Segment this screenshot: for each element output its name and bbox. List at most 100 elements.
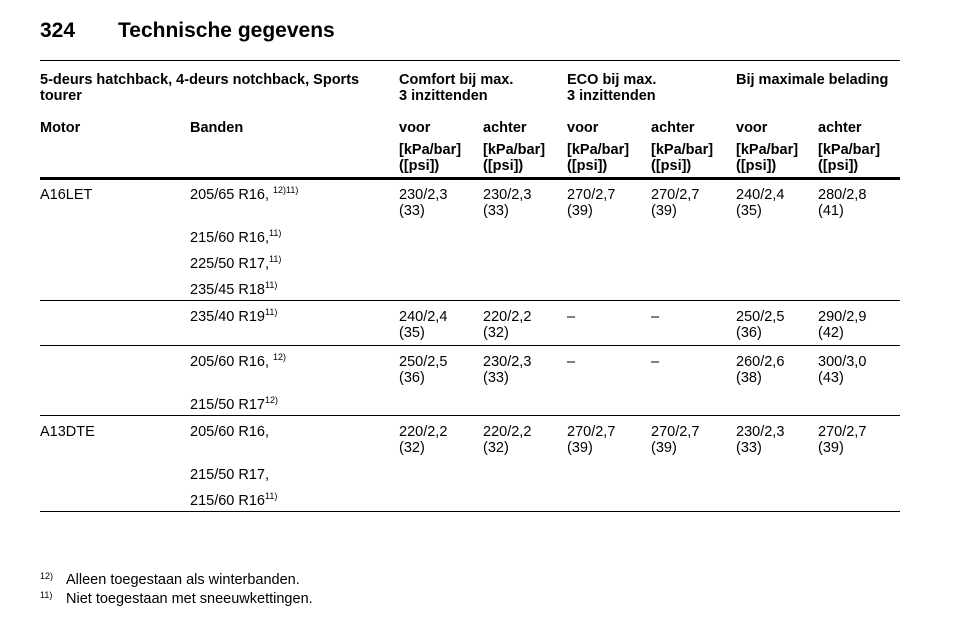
tire-size: 215/50 R17, — [190, 467, 269, 484]
footnote-text: Niet toegestaan met sneeuwkettingen. — [66, 591, 313, 607]
rule — [40, 415, 900, 417]
group-header: ECO bij max. — [567, 72, 657, 88]
group-header: Bij maximale belading — [736, 72, 889, 88]
pressure: (39) — [651, 439, 677, 456]
tire-size: 205/65 R16, 12)11) — [190, 184, 299, 204]
motor: A13DTE — [40, 423, 95, 440]
motor: A16LET — [40, 186, 93, 203]
unit-header: ([psi]) — [483, 158, 524, 174]
tire-size: 215/50 R1712) — [190, 394, 278, 414]
footnote-ref: 11) — [269, 227, 282, 238]
unit-header: ([psi]) — [736, 158, 777, 174]
column-header: achter — [483, 120, 527, 136]
pressure: 270/2,7 — [651, 423, 700, 440]
column-header: voor — [736, 120, 768, 136]
tire-size: 215/60 R16,11) — [190, 227, 282, 247]
pressure: 270/2,7 — [651, 186, 700, 203]
pressure: (43) — [818, 369, 844, 386]
footnote-ref: 12) — [273, 351, 287, 362]
pressure: (35) — [399, 324, 425, 341]
tire-size: 235/45 R1811) — [190, 279, 278, 299]
pressure: (33) — [483, 369, 509, 386]
footnote-ref: 11) — [264, 279, 278, 290]
tire-size: 205/60 R16, — [190, 424, 269, 441]
footnote-ref: 11) — [264, 306, 278, 317]
unit-header: ([psi]) — [399, 158, 440, 174]
pressure: 240/2,4 — [736, 186, 785, 203]
tire-size-text: 205/60 R16, — [190, 353, 274, 370]
pressure: (39) — [818, 439, 844, 456]
footnote-ref: 11) — [269, 253, 282, 264]
group-header: tourer — [40, 88, 82, 104]
unit-header: [kPa/bar] — [818, 142, 881, 158]
footnote-ref: 12)11) — [273, 184, 299, 195]
pressure: (32) — [399, 439, 425, 456]
unit-header: ([psi]) — [567, 158, 608, 174]
tire-size: 215/60 R1611) — [190, 490, 278, 510]
pressure: 230/2,3 — [483, 186, 532, 203]
pressure: 250/2,5 — [736, 308, 785, 325]
rule — [40, 300, 900, 302]
unit-header: [kPa/bar] — [399, 142, 462, 158]
tire-size-text: 215/50 R17 — [190, 396, 265, 413]
group-header: Comfort bij max. — [399, 72, 514, 88]
column-header: voor — [399, 120, 431, 136]
tire-size-text: 235/40 R19 — [190, 308, 265, 325]
tire-size-text: 215/50 R17, — [190, 466, 270, 483]
tire-size: 235/40 R1911) — [190, 306, 278, 326]
pressure: 270/2,7 — [567, 186, 616, 203]
pressure: 290/2,9 — [818, 308, 867, 325]
rule — [40, 511, 900, 513]
pressure: (33) — [399, 202, 425, 219]
pressure: 250/2,5 — [399, 353, 448, 370]
unit-header: [kPa/bar] — [567, 142, 630, 158]
pressure: 230/2,3 — [399, 186, 448, 203]
tire-size: 205/60 R16, 12) — [190, 351, 287, 371]
pressure: 220/2,2 — [483, 423, 532, 440]
footnote-ref: 11) — [264, 490, 278, 501]
pressure: (35) — [736, 202, 762, 219]
tire-size-text: 235/45 R18 — [190, 281, 265, 298]
tire-size-text: 205/60 R16, — [190, 423, 270, 440]
column-header: achter — [651, 120, 695, 136]
footnote-mark: 12) — [40, 571, 54, 581]
unit-header: ([psi]) — [651, 158, 692, 174]
pressure: (38) — [736, 369, 762, 386]
pressure: (42) — [818, 324, 844, 341]
rule — [40, 60, 900, 61]
unit-header: [kPa/bar] — [736, 142, 799, 158]
page-title: Technische gegevens — [118, 19, 335, 42]
pressure: 240/2,4 — [399, 308, 448, 325]
pressure: (32) — [483, 324, 509, 341]
pressure: 300/3,0 — [818, 353, 867, 370]
tire-size-text: 215/60 R16 — [190, 492, 265, 509]
page-number: 324 — [40, 19, 76, 42]
rule — [40, 177, 900, 180]
pressure: (39) — [567, 202, 593, 219]
pressure: 230/2,3 — [736, 423, 785, 440]
column-header: achter — [818, 120, 862, 136]
pressure: – — [651, 353, 660, 370]
tire-size-text: 215/60 R16, — [190, 229, 270, 246]
footnote-ref: 12) — [264, 394, 278, 405]
pressure: – — [651, 308, 660, 325]
pressure: (33) — [483, 202, 509, 219]
pressure: (32) — [483, 439, 509, 456]
pressure: (39) — [567, 439, 593, 456]
footnote-text: Alleen toegestaan als winterbanden. — [66, 572, 300, 588]
unit-header: ([psi]) — [818, 158, 859, 174]
tire-size-text: 225/50 R17, — [190, 255, 270, 272]
pressure: 260/2,6 — [736, 353, 785, 370]
unit-header: [kPa/bar] — [651, 142, 714, 158]
footnote-mark: 11) — [40, 590, 53, 600]
tire-size: 225/50 R17,11) — [190, 253, 282, 273]
tire-size-text: 205/65 R16, — [190, 186, 274, 203]
pressure: 220/2,2 — [483, 308, 532, 325]
group-header: 3 inzittenden — [567, 88, 656, 104]
pressure: – — [567, 353, 576, 370]
pressure: (39) — [651, 202, 677, 219]
group-header: 5-deurs hatchback, 4-deurs notchback, Sp… — [40, 72, 360, 88]
pressure: (41) — [818, 202, 844, 219]
group-header: 3 inzittenden — [399, 88, 488, 104]
